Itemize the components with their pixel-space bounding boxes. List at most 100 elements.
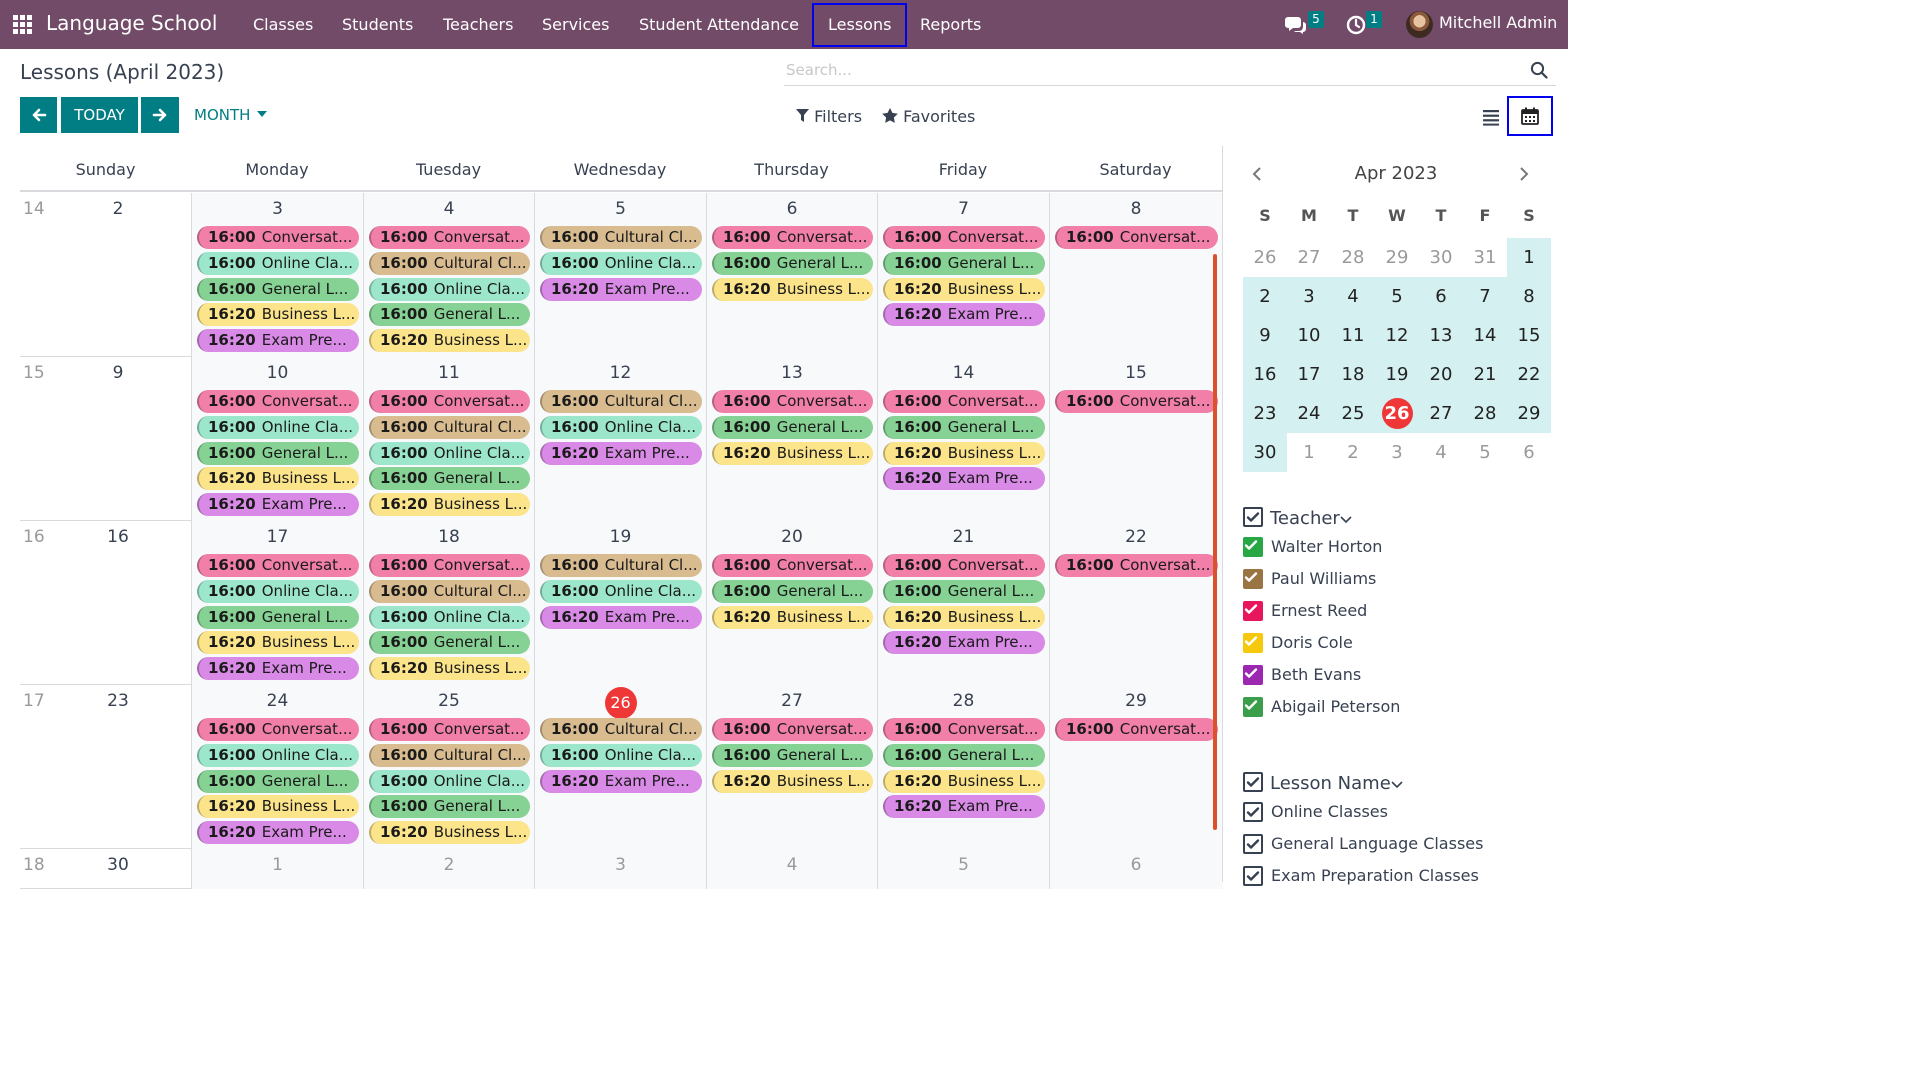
calendar-event[interactable]: 16:20 Business L... xyxy=(712,605,873,629)
day-number[interactable]: 13 xyxy=(781,363,803,383)
day-cell[interactable]: 2 xyxy=(363,849,534,889)
day-cell[interactable]: 3 xyxy=(534,849,706,889)
mini-day[interactable]: 15 xyxy=(1507,316,1551,355)
mini-day[interactable]: 25 xyxy=(1331,394,1375,433)
mini-day[interactable]: 8 xyxy=(1507,277,1551,316)
calendar-event[interactable]: 16:20 Exam Pre... xyxy=(197,493,359,517)
calendar-event[interactable]: 16:00 General L... xyxy=(369,795,530,819)
filter-group-header[interactable]: Teacher xyxy=(1243,507,1352,529)
calendar-event[interactable]: 16:00 Conversat... xyxy=(1055,390,1218,413)
calendar-event[interactable]: 16:00 Cultural Cl... xyxy=(369,415,530,439)
day-cell[interactable]: 25 16:00 Conversat... 16:00 Cultural Cl... 16… xyxy=(363,685,534,849)
day-number[interactable]: 6 xyxy=(786,199,798,219)
checkbox-icon[interactable] xyxy=(1243,569,1263,589)
day-number[interactable]: 2 xyxy=(443,855,455,875)
day-cell[interactable]: 4 xyxy=(706,849,877,889)
calendar-event[interactable]: 16:00 Conversat... xyxy=(369,554,530,577)
mini-day[interactable]: 5 xyxy=(1479,442,1491,463)
day-number[interactable]: 26 xyxy=(604,687,637,719)
mini-day[interactable]: 13 xyxy=(1419,316,1463,355)
day-number[interactable]: 14 xyxy=(952,363,975,383)
calendar-event[interactable]: 16:20 Business L... xyxy=(369,821,530,845)
day-cell[interactable]: 12 16:00 Cultural Cl... 16:00 Online Cla... 1… xyxy=(534,357,706,521)
app-brand[interactable]: Language School xyxy=(46,11,218,35)
mini-calendar-prev-icon[interactable] xyxy=(1250,165,1264,183)
checkbox-icon[interactable] xyxy=(1243,697,1263,717)
mini-day[interactable]: 28 xyxy=(1341,247,1365,268)
day-number[interactable]: 22 xyxy=(1125,527,1147,547)
day-number[interactable]: 20 xyxy=(781,527,803,547)
calendar-event[interactable]: 16:20 Business L... xyxy=(197,795,359,819)
calendar-event[interactable]: 16:00 General L... xyxy=(197,277,359,301)
calendar-event[interactable]: 16:00 Online Cla... xyxy=(369,605,530,629)
calendar-event[interactable]: 16:00 General L... xyxy=(883,743,1045,767)
day-cell[interactable]: 8 16:00 Conversat... xyxy=(1049,193,1222,357)
mini-day[interactable]: 28 xyxy=(1463,394,1507,433)
mini-day[interactable]: 27 xyxy=(1297,247,1321,268)
day-cell[interactable]: 11 16:00 Conversat... 16:00 Cultural Cl... 16… xyxy=(363,357,534,521)
user-menu[interactable]: Mitchell Admin xyxy=(1439,13,1558,32)
user-avatar[interactable] xyxy=(1406,11,1433,38)
calendar-event[interactable]: 16:00 General L... xyxy=(369,467,530,491)
day-number[interactable]: 6 xyxy=(1130,855,1142,875)
calendar-event[interactable]: 16:00 Conversat... xyxy=(197,554,359,577)
day-cell[interactable]: 3 16:00 Conversat... 16:00 Online Cla... 16:0… xyxy=(191,193,363,357)
menu-classes[interactable]: Classes xyxy=(253,15,314,34)
mini-day[interactable]: 3 xyxy=(1391,442,1403,463)
day-cell[interactable]: 9 xyxy=(20,357,191,521)
search-icon[interactable] xyxy=(1530,61,1548,79)
mini-day[interactable]: 16 xyxy=(1243,355,1287,394)
mini-day[interactable]: 26 xyxy=(1375,394,1419,433)
calendar-event[interactable]: 16:20 Business L... xyxy=(883,769,1045,793)
mini-day[interactable]: 22 xyxy=(1507,355,1551,394)
day-number[interactable]: 21 xyxy=(952,527,975,547)
calendar-event[interactable]: 16:20 Exam Pre... xyxy=(540,605,702,629)
calendar-event[interactable]: 16:00 Online Cla... xyxy=(197,579,359,603)
day-number[interactable]: 24 xyxy=(266,691,289,711)
mini-day[interactable]: 2 xyxy=(1243,277,1287,316)
day-cell[interactable]: 13 16:00 Conversat... 16:00 General L... 16:2… xyxy=(706,357,877,521)
calendar-event[interactable]: 16:20 Exam Pre... xyxy=(883,631,1045,655)
calendar-event[interactable]: 16:00 Online Cla... xyxy=(540,415,702,439)
calendar-event[interactable]: 16:00 Online Cla... xyxy=(369,277,530,301)
menu-lessons[interactable]: Lessons xyxy=(812,3,908,47)
mini-day[interactable]: 30 xyxy=(1429,247,1453,268)
calendar-event[interactable]: 16:00 General L... xyxy=(712,579,873,603)
mini-day[interactable]: 26 xyxy=(1253,247,1277,268)
checkbox-icon[interactable] xyxy=(1243,633,1263,653)
activities-button[interactable]: 1 xyxy=(1346,0,1390,49)
calendar-event[interactable]: 16:00 Online Cla... xyxy=(369,769,530,793)
day-number[interactable]: 7 xyxy=(958,199,969,219)
calendar-event[interactable]: 16:00 Cultural Cl... xyxy=(369,579,530,603)
calendar-event[interactable]: 16:00 Online Cla... xyxy=(540,743,702,767)
calendar-event[interactable]: 16:20 Business L... xyxy=(197,631,359,655)
calendar-event[interactable]: 16:20 Exam Pre... xyxy=(197,329,359,353)
calendar-event[interactable]: 16:20 Business L... xyxy=(197,467,359,491)
calendar-event[interactable]: 16:00 General L... xyxy=(712,415,873,439)
day-cell[interactable]: 30 xyxy=(20,849,191,889)
menu-reports[interactable]: Reports xyxy=(920,15,982,34)
calendar-event[interactable]: 16:00 Conversat... xyxy=(1055,554,1218,577)
day-number[interactable]: 3 xyxy=(272,199,283,219)
calendar-event[interactable]: 16:00 General L... xyxy=(369,303,530,327)
calendar-event[interactable]: 16:00 Online Cla... xyxy=(197,415,359,439)
day-number[interactable]: 8 xyxy=(1130,199,1142,219)
day-cell[interactable]: 10 16:00 Conversat... 16:00 Online Cla... 16:… xyxy=(191,357,363,521)
checkbox-icon[interactable] xyxy=(1243,507,1263,527)
calendar-event[interactable]: 16:00 Conversat... xyxy=(883,554,1045,577)
day-number[interactable]: 2 xyxy=(112,199,124,219)
calendar-event[interactable]: 16:20 Exam Pre... xyxy=(540,769,702,793)
mini-day[interactable]: 1 xyxy=(1507,238,1551,277)
calendar-event[interactable]: 16:20 Business L... xyxy=(712,441,873,465)
calendar-event[interactable]: 16:20 Exam Pre... xyxy=(883,467,1045,491)
calendar-event[interactable]: 16:00 Conversat... xyxy=(1055,226,1218,249)
mini-day[interactable]: 5 xyxy=(1375,277,1419,316)
calendar-event[interactable]: 16:20 Business L... xyxy=(883,605,1045,629)
calendar-event[interactable]: 16:20 Exam Pre... xyxy=(197,821,359,845)
calendar-event[interactable]: 16:00 Conversat... xyxy=(712,390,873,413)
calendar-event[interactable]: 16:20 Business L... xyxy=(712,277,873,301)
messages-button[interactable]: 5 xyxy=(1285,0,1330,49)
checkbox-icon[interactable] xyxy=(1243,665,1263,685)
day-number[interactable]: 4 xyxy=(443,199,455,219)
mini-day[interactable]: 2 xyxy=(1347,442,1359,463)
